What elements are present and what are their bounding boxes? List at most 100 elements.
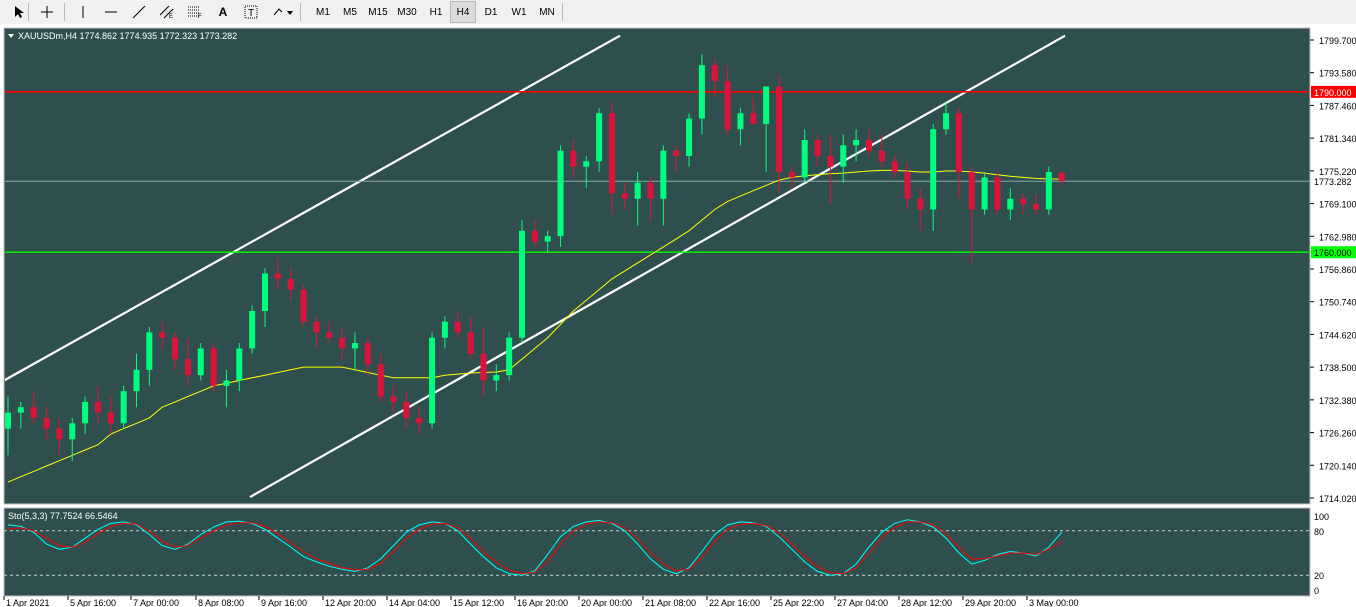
candle-bear	[917, 198, 924, 210]
candle-bear	[1033, 204, 1039, 210]
candle-bull	[698, 65, 705, 119]
candle-bear	[955, 113, 962, 173]
candle-bull	[441, 321, 448, 338]
chart-canvas[interactable]: 1799.700 1793.580 1787.460 1781.340 1775.220…	[0, 24, 1356, 607]
timeframe-m1-button[interactable]: M1	[316, 6, 330, 18]
candle-bull	[943, 113, 950, 130]
vertical-line-icon	[78, 5, 88, 19]
fibonacci-tool-button[interactable]: F	[184, 1, 206, 23]
candle-bear	[994, 177, 1001, 210]
equidistant-channel-tool-button[interactable]: E	[156, 1, 178, 23]
candle-bear	[1020, 198, 1027, 205]
candle-bull	[120, 391, 127, 424]
candle-bull	[493, 375, 500, 381]
channel-upper-line	[5, 34, 621, 382]
resistance-price-label-bg	[1311, 85, 1356, 98]
time-tick-label: 3 May 00:00	[1029, 598, 1079, 607]
stochastic-level-label: 100	[1314, 512, 1329, 522]
chart-window[interactable]: 1799.700 1793.580 1787.460 1781.340 1775.220…	[0, 24, 1356, 607]
candle-bull	[557, 150, 564, 237]
trendline-tool-button[interactable]	[128, 1, 150, 23]
timeframe-m5-button[interactable]: M5	[343, 6, 357, 18]
equidistant-channel-icon: E	[159, 5, 175, 19]
cursor-arrow-tool-button[interactable]	[8, 1, 30, 23]
candle-bull	[133, 369, 140, 392]
candle-bull	[981, 177, 988, 210]
text-label-tool-button[interactable]: T	[240, 1, 262, 23]
oscillator-header: Sto(5,3,3) 77.7524 66.5464	[8, 511, 118, 521]
header-collapse-icon	[8, 34, 14, 38]
time-tick-label: 25 Apr 22:00	[773, 598, 824, 607]
toolbar: E F A T M1 M5 M15 M30 H1 H4 D1 W1 MN	[0, 0, 1356, 25]
candle-bear	[43, 417, 50, 429]
candle-bear	[724, 81, 731, 130]
candle-bear	[621, 193, 628, 199]
candle-bull	[1007, 198, 1014, 210]
candle-bull	[737, 113, 744, 130]
svg-text:T: T	[248, 8, 254, 19]
candle-bear	[313, 321, 320, 333]
text-tool-button[interactable]: A	[212, 1, 234, 23]
candle-bear	[750, 113, 757, 124]
candle-bear	[1058, 172, 1065, 182]
candle-bear	[865, 139, 872, 151]
candle-bear	[416, 417, 423, 424]
time-tick-label: 1 Apr 2021	[6, 598, 50, 607]
price-tick-label: 1781.340	[1319, 134, 1356, 144]
candle-bear	[172, 337, 179, 360]
vertical-line-tool-button[interactable]	[72, 1, 94, 23]
time-tick-label: 22 Apr 16:00	[709, 598, 760, 607]
time-tick-label: 12 Apr 20:00	[325, 598, 376, 607]
candle-bull	[223, 380, 230, 386]
candle-bull	[660, 150, 667, 199]
candle-bear	[107, 412, 114, 424]
time-tick-label: 20 Apr 00:00	[581, 598, 632, 607]
candle-bull	[853, 139, 860, 146]
time-tick-label: 28 Apr 12:00	[901, 598, 952, 607]
candle-bear	[827, 155, 834, 167]
candle-bull	[82, 401, 89, 424]
candle-bear	[531, 230, 538, 242]
candle-bull	[634, 182, 641, 199]
candle-bear	[326, 332, 333, 338]
crosshair-tool-button[interactable]	[36, 1, 58, 23]
main-plot-group	[5, 34, 1309, 498]
candle-bear	[647, 182, 654, 199]
timeframe-w1-button[interactable]: W1	[511, 6, 527, 18]
price-tick-label: 1714.020	[1319, 494, 1356, 504]
candle-bear	[390, 396, 397, 402]
horizontal-line-tool-button[interactable]	[100, 1, 122, 23]
price-tick-label: 1775.220	[1319, 167, 1356, 177]
arrows-tool-button[interactable]	[268, 1, 298, 23]
candle-bear	[339, 337, 346, 349]
timeframe-mn-button[interactable]: MN	[539, 6, 555, 18]
time-tick-label: 9 Apr 16:00	[261, 598, 307, 607]
candle-bear	[274, 273, 281, 279]
support-price-label-bg	[1311, 246, 1356, 259]
text-icon: A	[218, 5, 228, 19]
time-tick-label: 7 Apr 00:00	[133, 598, 179, 607]
candle-bear	[94, 401, 101, 413]
candle-bear	[776, 86, 782, 173]
current-price-label-bg	[1311, 175, 1356, 188]
fibonacci-icon: F	[187, 5, 203, 19]
timeframe-d1-button[interactable]: D1	[484, 6, 498, 18]
time-tick-label: 29 Apr 20:00	[965, 598, 1016, 607]
candle-bear	[300, 289, 307, 322]
candle-bear	[904, 172, 911, 199]
timeframe-h1-button[interactable]: H1	[429, 6, 443, 18]
arrows-icon	[272, 5, 294, 19]
channel-lower-line	[249, 34, 1066, 498]
price-tick-label: 1769.100	[1319, 200, 1356, 210]
candle-bull	[262, 273, 268, 312]
main-chart-panel	[3, 27, 1311, 505]
price-tick-label: 1799.700	[1319, 36, 1356, 46]
timeframe-h4-button[interactable]: H4	[450, 1, 476, 23]
candle-bull	[763, 86, 770, 124]
candle-bear	[56, 428, 63, 440]
price-tick-label: 1720.140	[1319, 461, 1356, 471]
stochastic-signal-line	[7, 521, 1062, 575]
timeframe-m30-button[interactable]: M30	[397, 6, 417, 18]
timeframe-m15-button[interactable]: M15	[368, 6, 388, 18]
candle-bull	[249, 311, 256, 349]
